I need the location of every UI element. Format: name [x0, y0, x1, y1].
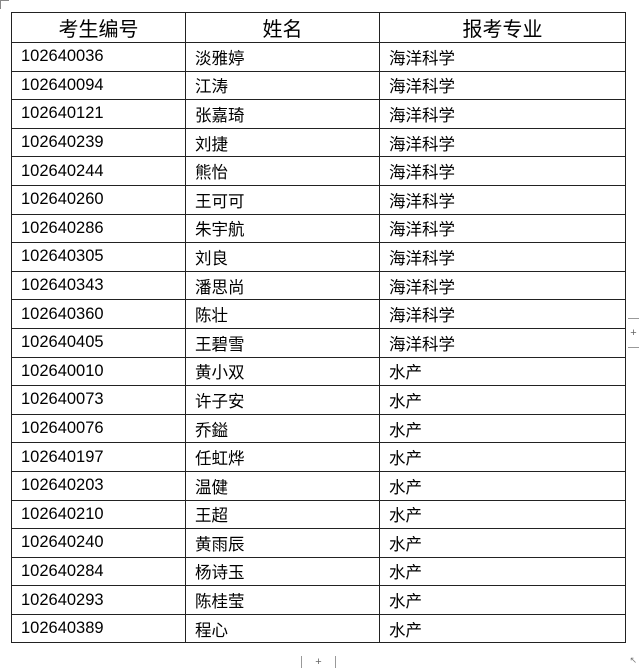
- cell-name: 王超: [185, 499, 380, 530]
- table-resize-handle-icon[interactable]: ↖: [629, 655, 637, 665]
- cell-name: 淡雅婷: [185, 42, 380, 72]
- cell-major: 水产: [379, 470, 626, 501]
- cell-exam-id: 102640036: [11, 42, 186, 72]
- cell-major: 海洋科学: [379, 127, 626, 158]
- cell-exam-id: 102640240: [11, 528, 186, 558]
- cell-name: 温健: [185, 470, 380, 501]
- cell-name: 潘思尚: [185, 270, 380, 301]
- cell-name: 熊怡: [185, 156, 380, 186]
- table-row: 102640286 朱宇航 海洋科学: [11, 213, 626, 244]
- cell-exam-id: 102640286: [11, 213, 186, 244]
- table-row: 102640284 杨诗玉 水产: [11, 556, 626, 587]
- cell-exam-id: 102640244: [11, 156, 186, 186]
- cell-exam-id: 102640360: [11, 299, 186, 329]
- cell-major: 水产: [379, 528, 626, 558]
- cell-major: 水产: [379, 356, 626, 387]
- cell-exam-id: 102640073: [11, 385, 186, 415]
- cell-major: 水产: [379, 499, 626, 530]
- cell-exam-id: 102640343: [11, 270, 186, 301]
- cell-exam-id: 102640094: [11, 70, 186, 101]
- cell-exam-id: 102640405: [11, 327, 186, 358]
- cell-exam-id: 102640010: [11, 356, 186, 387]
- cell-name: 陈壮: [185, 299, 380, 329]
- table-row: 102640293 陈桂莹 水产: [11, 585, 626, 615]
- cell-name: 陈桂莹: [185, 585, 380, 615]
- cell-major: 水产: [379, 413, 626, 444]
- cell-major: 海洋科学: [379, 242, 626, 272]
- cell-name: 杨诗玉: [185, 556, 380, 587]
- cell-exam-id: 102640076: [11, 413, 186, 444]
- cell-major: 水产: [379, 585, 626, 615]
- cell-major: 海洋科学: [379, 299, 626, 329]
- cell-name: 乔鎰: [185, 413, 380, 444]
- cell-major: 水产: [379, 613, 626, 644]
- cell-name: 黄小双: [185, 356, 380, 387]
- cell-name: 刘捷: [185, 127, 380, 158]
- cell-name: 黄雨辰: [185, 528, 380, 558]
- cell-major: 水产: [379, 385, 626, 415]
- cell-major: 海洋科学: [379, 270, 626, 301]
- table-row: 102640240 黄雨辰 水产: [11, 528, 626, 558]
- cell-exam-id: 102640260: [11, 184, 186, 215]
- table-row: 102640121 张嘉琦 海洋科学: [11, 99, 626, 129]
- cell-name: 王碧雪: [185, 327, 380, 358]
- cell-exam-id: 102640197: [11, 442, 186, 472]
- cell-name: 任虹烨: [185, 442, 380, 472]
- add-row-button[interactable]: +: [301, 656, 336, 668]
- cell-exam-id: 102640284: [11, 556, 186, 587]
- cell-major: 海洋科学: [379, 99, 626, 129]
- table-row: 102640343 潘思尚 海洋科学: [11, 270, 626, 301]
- table-row: 102640405 王碧雪 海洋科学: [11, 327, 626, 358]
- table-row: 102640239 刘捷 海洋科学: [11, 127, 626, 158]
- cell-exam-id: 102640121: [11, 99, 186, 129]
- cell-name: 许子安: [185, 385, 380, 415]
- cell-name: 刘良: [185, 242, 380, 272]
- cell-major: 海洋科学: [379, 70, 626, 101]
- table-row: 102640260 王可可 海洋科学: [11, 184, 626, 215]
- cell-major: 海洋科学: [379, 327, 626, 358]
- table-row: 102640360 陈壮 海洋科学: [11, 299, 626, 329]
- cell-exam-id: 102640210: [11, 499, 186, 530]
- cell-major: 海洋科学: [379, 156, 626, 186]
- cell-name: 张嘉琦: [185, 99, 380, 129]
- cell-major: 海洋科学: [379, 184, 626, 215]
- table-row: 102640076 乔鎰 水产: [11, 413, 626, 444]
- table-row: 102640073 许子安 水产: [11, 385, 626, 415]
- table-row: 102640305 刘良 海洋科学: [11, 242, 626, 272]
- header-name: 姓名: [185, 12, 380, 43]
- table-move-handle-icon[interactable]: [0, 0, 9, 9]
- cell-exam-id: 102640293: [11, 585, 186, 615]
- table-row: 102640210 王超 水产: [11, 499, 626, 530]
- cell-name: 朱宇航: [185, 213, 380, 244]
- cell-major: 海洋科学: [379, 42, 626, 72]
- cell-exam-id: 102640239: [11, 127, 186, 158]
- header-row: 考生编号 姓名 报考专业: [11, 12, 626, 43]
- table-row: 102640244 熊怡 海洋科学: [11, 156, 626, 186]
- table-row: 102640203 温健 水产: [11, 470, 626, 501]
- cell-major: 水产: [379, 556, 626, 587]
- table-row: 102640389 程心 水产: [11, 613, 626, 644]
- table-row: 102640094 江涛 海洋科学: [11, 70, 626, 101]
- cell-exam-id: 102640305: [11, 242, 186, 272]
- add-column-button[interactable]: +: [628, 318, 639, 348]
- cell-exam-id: 102640203: [11, 470, 186, 501]
- header-major: 报考专业: [379, 12, 626, 43]
- cell-exam-id: 102640389: [11, 613, 186, 644]
- table-row: 102640010 黄小双 水产: [11, 356, 626, 387]
- cell-major: 海洋科学: [379, 213, 626, 244]
- candidate-table: 考生编号 姓名 报考专业 102640036 淡雅婷 海洋科学 102640094 江涛…: [11, 12, 626, 644]
- table-row: 102640197 任虹烨 水产: [11, 442, 626, 472]
- cell-name: 王可可: [185, 184, 380, 215]
- header-exam-id: 考生编号: [11, 12, 186, 43]
- cell-name: 江涛: [185, 70, 380, 101]
- table-row: 102640036 淡雅婷 海洋科学: [11, 42, 626, 72]
- cell-major: 水产: [379, 442, 626, 472]
- cell-name: 程心: [185, 613, 380, 644]
